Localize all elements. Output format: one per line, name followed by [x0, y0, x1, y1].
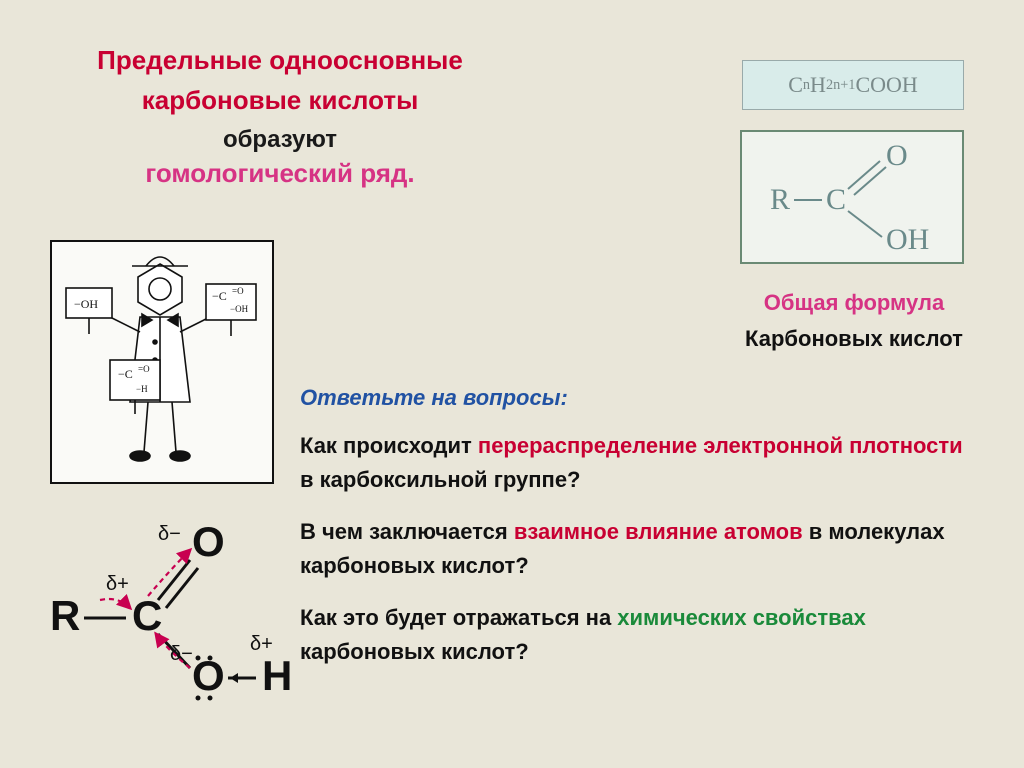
- svg-text:δ+: δ+: [106, 573, 129, 595]
- sf-OH: OH: [886, 223, 929, 256]
- q1-b: перераспределение электронной плотности: [478, 433, 963, 458]
- q1-c: в карбоксильной группе?: [300, 467, 581, 492]
- sf-C: C: [826, 183, 846, 216]
- q3-b: химических свойствах: [617, 605, 866, 630]
- title-word-1: Предельные: [97, 45, 262, 75]
- title-line-3: образуют: [60, 126, 500, 154]
- question-2: В чем заключается взаимное влияние атомо…: [300, 515, 980, 583]
- q3-c: карбоновых кислот?: [300, 639, 529, 664]
- svg-text:−H: −H: [136, 384, 148, 394]
- cartoon-chemist: −OH −C =O −OH −C =O −H: [50, 240, 274, 484]
- svg-text:−OH: −OH: [230, 304, 249, 314]
- title-line-2: карбоновые кислоты: [60, 80, 500, 120]
- ed-H: H: [262, 652, 290, 699]
- svg-text:δ−: δ−: [158, 523, 181, 545]
- title-line-4: гомологический ряд.: [60, 158, 500, 189]
- f1-c: C: [788, 72, 803, 98]
- questions-heading: Ответьте на вопросы:: [300, 385, 980, 411]
- svg-text:−C: −C: [118, 367, 133, 381]
- general-formula-structural: R C O OH: [740, 130, 964, 264]
- svg-text:=O: =O: [232, 286, 244, 296]
- caption-line-2: Карбоновых кислот: [744, 321, 964, 357]
- svg-text:δ−: δ−: [170, 643, 193, 665]
- formula-caption: Общая формула Карбоновых кислот: [744, 285, 964, 357]
- general-formula-condensed: C n H 2n+1 COOH: [742, 60, 964, 110]
- q3-a: Как это будет отражаться на: [300, 605, 617, 630]
- ed-R: R: [50, 592, 80, 639]
- q2-a: В чем заключается: [300, 519, 514, 544]
- q1-a: Как происходит: [300, 433, 478, 458]
- ed-Otop: O: [192, 518, 225, 565]
- caption-line-1: Общая формула: [744, 285, 964, 321]
- questions-block: Ответьте на вопросы: Как происходит пере…: [300, 385, 980, 687]
- slide-title: Предельные одноосновные карбоновые кисло…: [60, 40, 500, 189]
- sf-O-top: O: [886, 139, 908, 172]
- question-3: Как это будет отражаться на химических с…: [300, 601, 980, 669]
- svg-text:δ+: δ+: [250, 633, 273, 655]
- svg-text:−OH: −OH: [74, 297, 98, 311]
- f1-h: H: [810, 72, 826, 98]
- question-1: Как происходит перераспределение электро…: [300, 429, 980, 497]
- svg-text:−C: −C: [212, 289, 227, 303]
- svg-text:=O: =O: [138, 364, 150, 374]
- f1-cooh: COOH: [855, 72, 917, 98]
- f1-2n1: 2n+1: [826, 77, 856, 94]
- title-word-2: одноосновные: [269, 45, 463, 75]
- f1-n: n: [803, 77, 810, 94]
- electron-density-diagram: R C O O H δ− δ+: [40, 500, 290, 730]
- sf-R: R: [770, 183, 790, 216]
- q2-b: взаимное влияние атомов: [514, 519, 803, 544]
